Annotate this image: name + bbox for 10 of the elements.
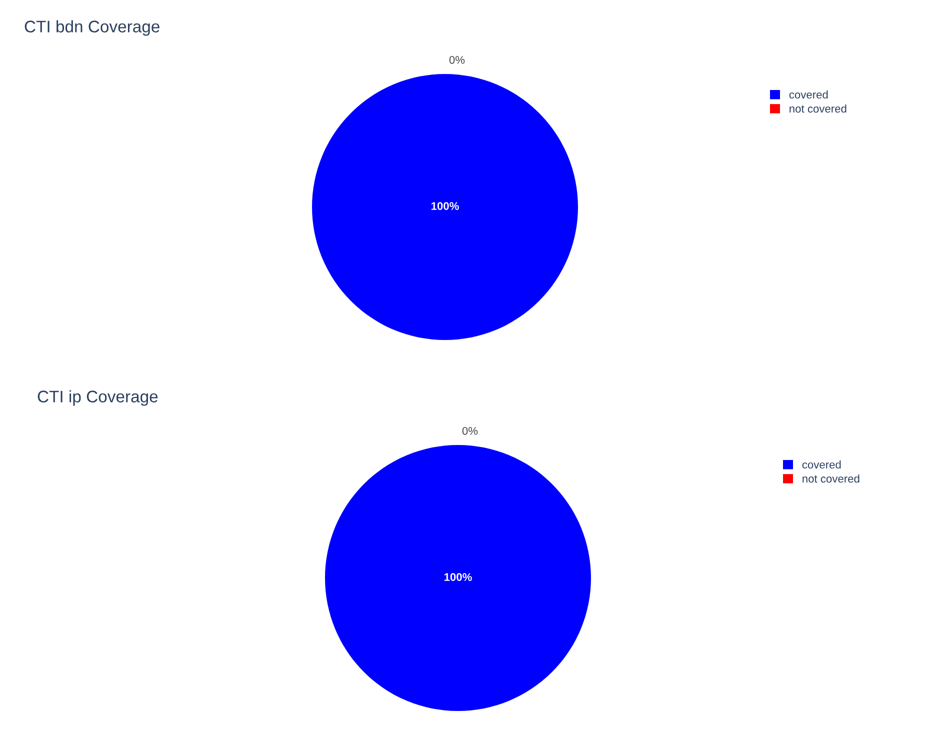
- text: CTI bdn Coverage: [24, 20, 160, 36]
- data-label: 100%: [431, 202, 459, 210]
- legend-label: covered: [789, 90, 828, 99]
- legend-label: not covered: [790, 104, 846, 113]
- data-label: 100%: [444, 573, 472, 581]
- text: 0%: [462, 426, 478, 435]
- legend-label: covered: [802, 460, 841, 469]
- text: CTI ip Coverage: [38, 390, 158, 406]
- legend-label: not covered: [802, 474, 860, 483]
- text: 0%: [449, 56, 465, 64]
